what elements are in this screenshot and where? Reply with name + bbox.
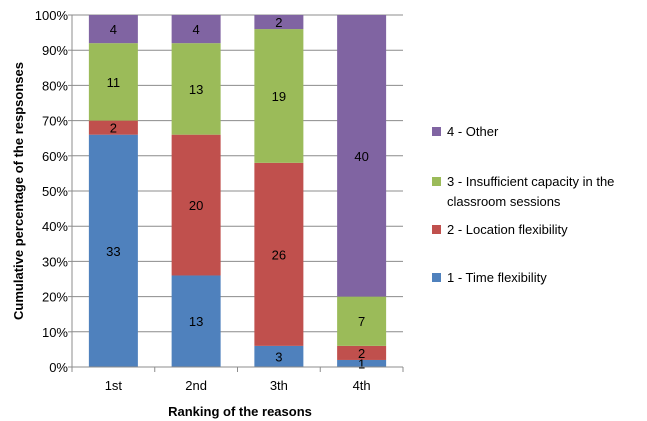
y-axis-title: Cumulative percentage of the respsonses xyxy=(11,62,26,320)
axes-group: 0% 10% 20% 30% 40% 50% 60% 70% 80% 90% 100% 1st 2nd 3… xyxy=(35,8,404,393)
bar-segment xyxy=(88,15,138,44)
bar-segment xyxy=(171,134,221,276)
data-label: 4 xyxy=(193,22,200,37)
y-tick-label: 100% xyxy=(35,8,69,23)
legend-label: 3 - Insufficient capacity in the classroo… xyxy=(447,174,614,209)
data-label: 13 xyxy=(189,82,203,97)
x-tick-label: 2nd xyxy=(185,378,207,393)
bar-segment xyxy=(254,162,304,346)
data-label: 2 xyxy=(110,121,117,136)
legend-swatch xyxy=(432,127,441,136)
bar-segment xyxy=(254,345,304,367)
y-tick-label: 30% xyxy=(42,254,68,269)
bar-segment xyxy=(171,275,221,367)
legend-swatch xyxy=(432,273,441,282)
data-label: 26 xyxy=(272,247,286,262)
bar-segment xyxy=(88,134,138,367)
data-label: 1 xyxy=(358,356,365,371)
y-tick-label: 20% xyxy=(42,290,68,305)
legend-label: 4 - Other xyxy=(447,124,499,139)
bar-segment xyxy=(171,15,221,44)
data-label: 20 xyxy=(189,198,203,213)
data-label: 11 xyxy=(107,75,121,90)
data-label: 4 xyxy=(110,22,117,37)
x-tick-label: 4th xyxy=(353,378,371,393)
data-label: 19 xyxy=(272,89,286,104)
data-label: 33 xyxy=(106,244,120,259)
bar-segment xyxy=(254,29,304,163)
y-tick-label: 70% xyxy=(42,114,68,129)
bar-segment xyxy=(171,43,221,135)
bar-segment xyxy=(254,15,304,30)
x-tick-label: 3th xyxy=(270,378,288,393)
y-tick-label: 10% xyxy=(42,325,68,340)
y-tick-label: 40% xyxy=(42,219,68,234)
data-label: 7 xyxy=(358,314,365,329)
data-label: 2 xyxy=(358,346,365,361)
legend-label: 2 - Location flexibility xyxy=(447,222,568,237)
legend-swatch xyxy=(432,225,441,234)
data-label: 2 xyxy=(275,15,282,30)
x-axis-title: Ranking of the reasons xyxy=(168,404,312,419)
data-label: 40 xyxy=(354,149,368,164)
bar-segment xyxy=(337,296,387,346)
y-tick-label: 90% xyxy=(42,43,68,58)
bar-segment xyxy=(337,15,387,297)
data-label: 13 xyxy=(189,314,203,329)
data-label: 3 xyxy=(275,349,282,364)
x-tick-label: 1st xyxy=(105,378,123,393)
y-tick-label: 50% xyxy=(42,184,68,199)
bar-segment xyxy=(88,43,138,121)
y-tick-label: 0% xyxy=(49,360,68,375)
y-tick-label: 60% xyxy=(42,149,68,164)
y-tick-label: 80% xyxy=(42,78,68,93)
legend: 4 - Other 3 - Insufficient capacity in th… xyxy=(432,124,614,285)
bar-segment xyxy=(337,345,387,360)
bar-segment xyxy=(88,120,138,135)
legend-label: 1 - Time flexibility xyxy=(447,270,547,285)
bars-group xyxy=(88,15,387,367)
bar-segment xyxy=(337,359,387,367)
legend-swatch xyxy=(432,177,441,186)
